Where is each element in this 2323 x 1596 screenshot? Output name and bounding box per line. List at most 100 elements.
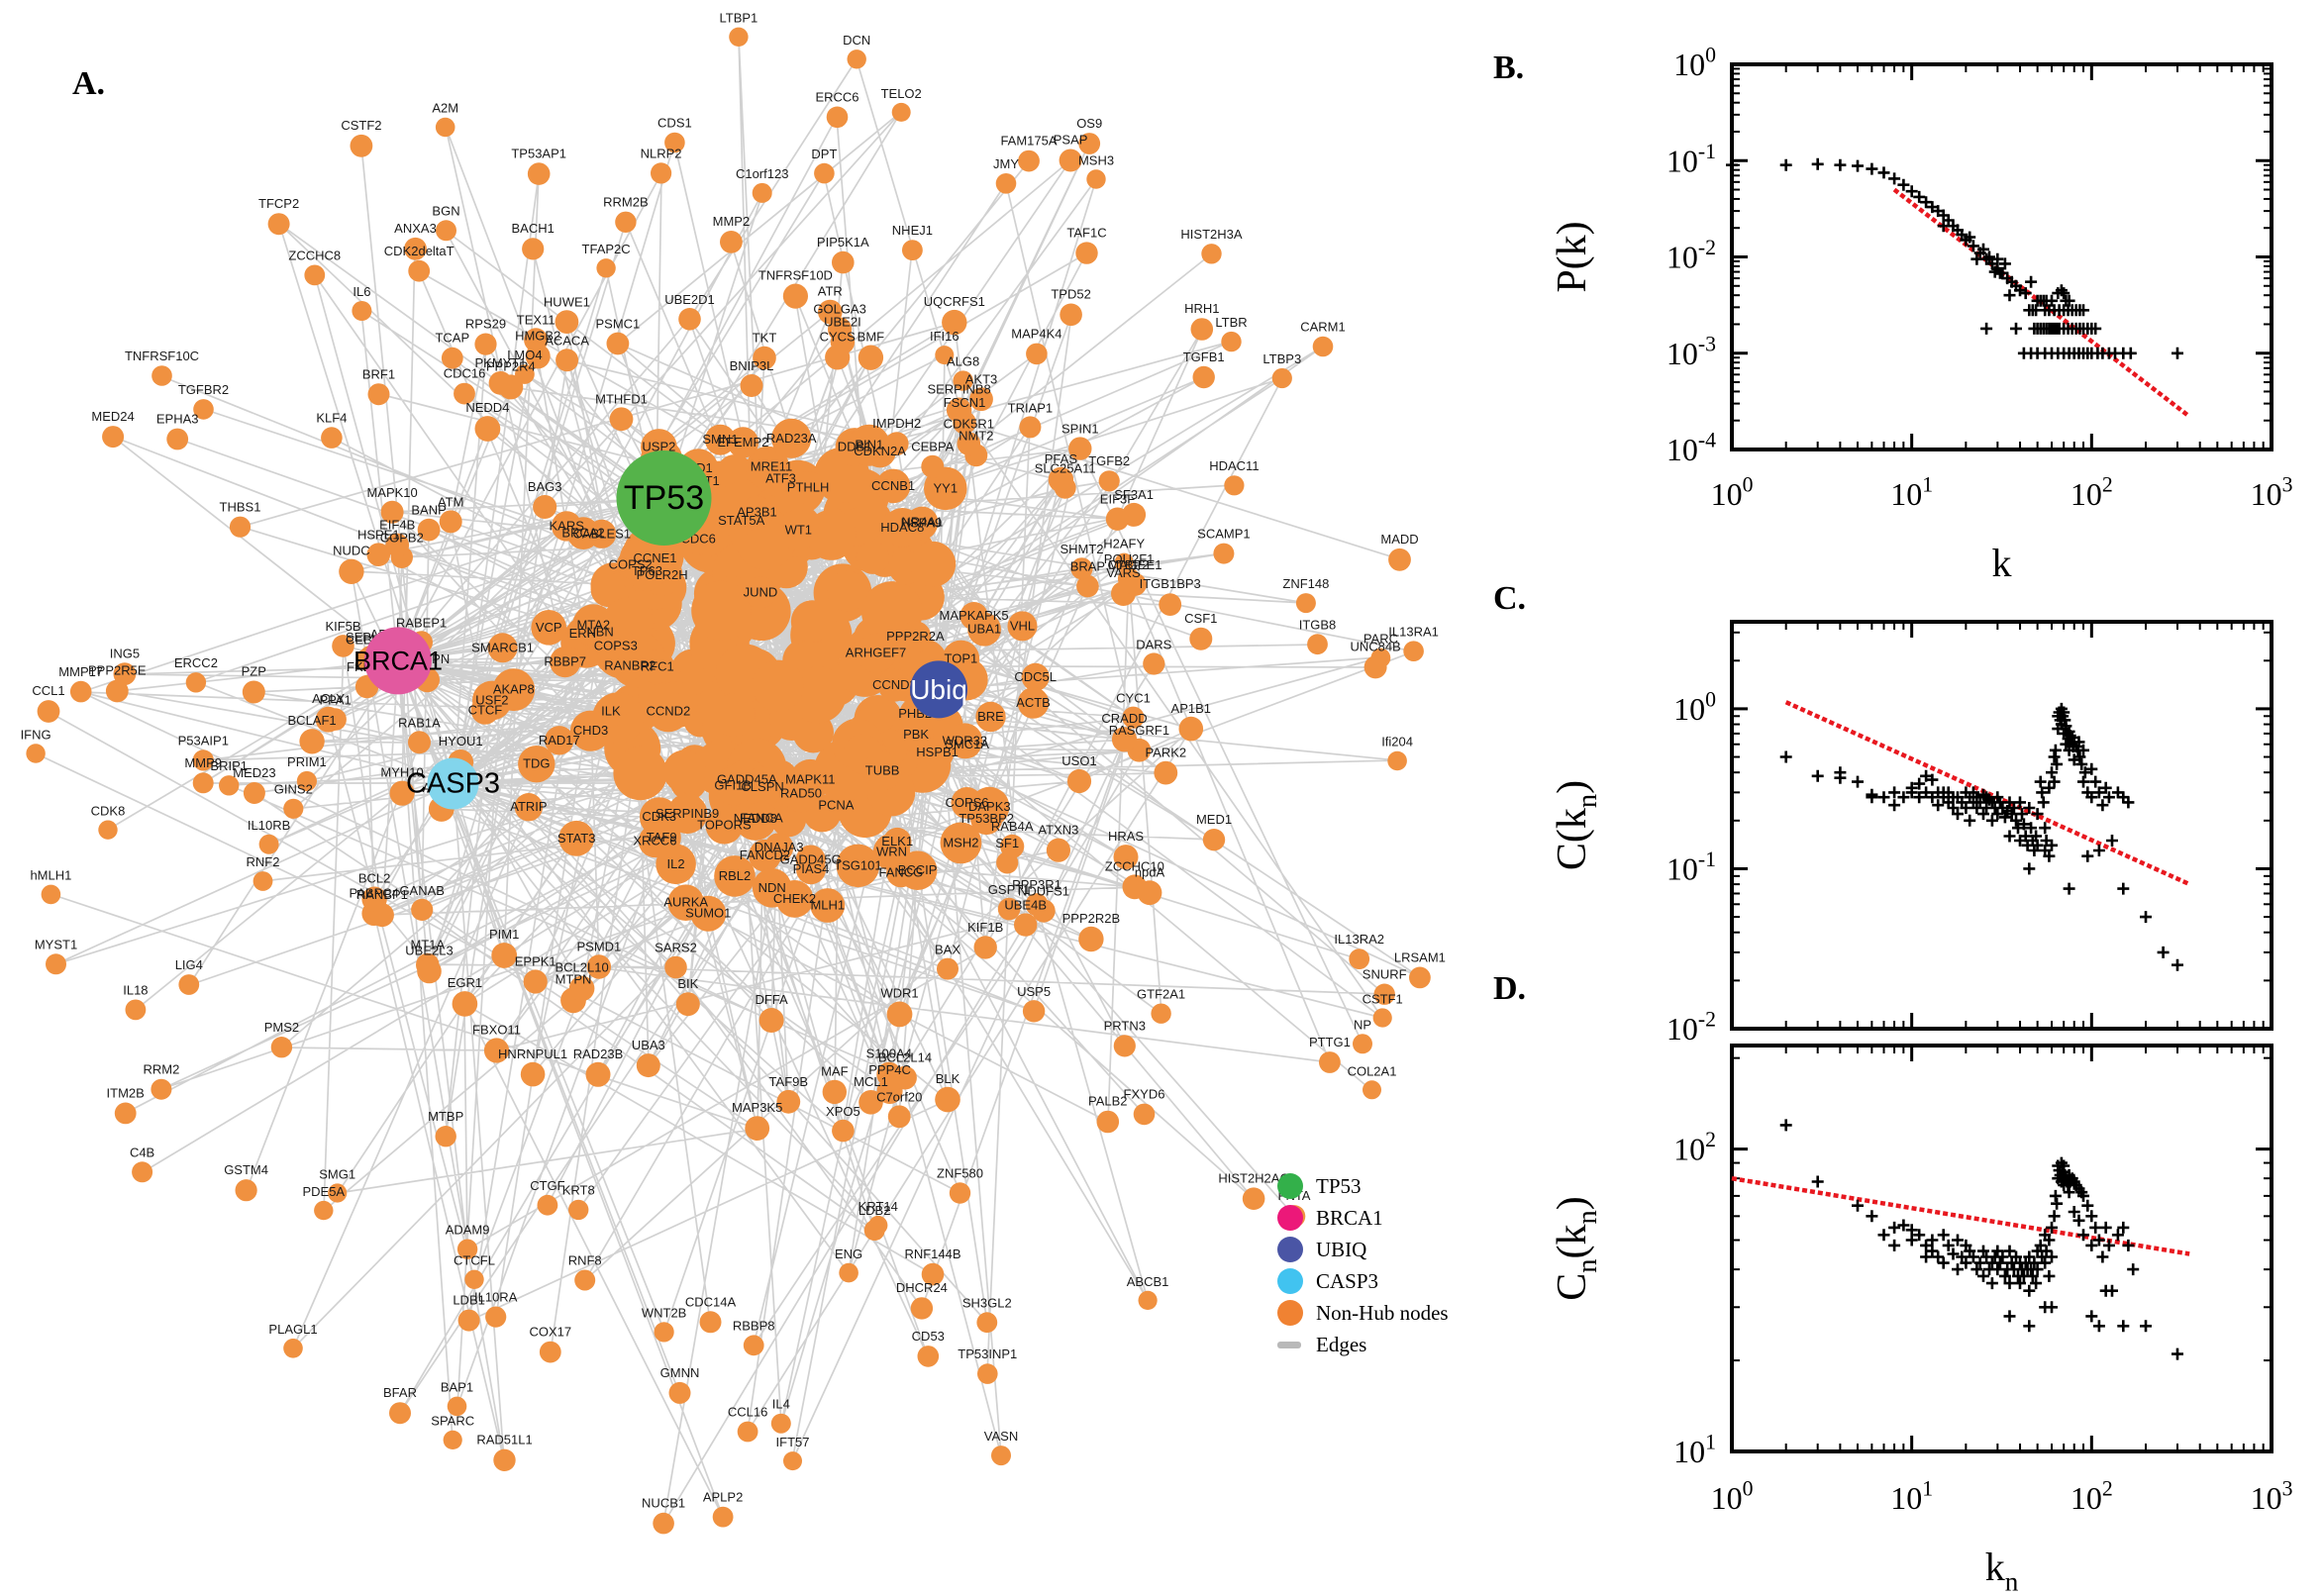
network-node: [782, 283, 809, 309]
node-label: TDG: [523, 756, 550, 771]
node-label: BGN: [432, 203, 459, 218]
node-label: IL6: [353, 284, 370, 299]
network-node: [1242, 1187, 1265, 1210]
network-node: [761, 459, 800, 498]
node-label: BAP1: [441, 1380, 473, 1395]
node-label: PBK: [903, 727, 929, 742]
network-node: [1113, 845, 1139, 870]
panel-b-label: B.: [1493, 50, 1525, 86]
node-label: NLRP2: [641, 146, 682, 160]
network-node: [977, 1363, 998, 1384]
node-label: MMP9: [184, 755, 222, 770]
node-label: SERPINB9: [656, 806, 719, 821]
node-label: PRTN3: [1104, 1018, 1146, 1033]
node-label: LDB1: [453, 1293, 485, 1308]
plot-text: 100: [1711, 1477, 1754, 1516]
network-node: [1113, 1035, 1136, 1057]
network-node: [1078, 926, 1104, 952]
network-node: [1192, 365, 1215, 389]
node-label: MAP3K5: [732, 1100, 782, 1115]
network-node: [705, 806, 744, 845]
network-node: [877, 668, 912, 702]
network-node: [609, 407, 634, 432]
hub-label-brca1: BRCA1: [354, 646, 443, 675]
plot-text: 101: [1890, 1477, 1933, 1516]
node-label: ARHGEF7: [846, 646, 906, 660]
node-label: BRIP1: [210, 758, 248, 773]
node-label: SHMT2: [1060, 542, 1103, 556]
network-node: [1295, 593, 1316, 614]
network-node: [791, 471, 825, 505]
node-label: TGFB2: [1088, 453, 1130, 468]
node-label: LTBR: [1215, 315, 1247, 330]
network-node: [776, 1089, 801, 1114]
node-label: GOLGA3: [813, 302, 865, 317]
node-label: NUCB1: [642, 1496, 685, 1511]
scatter-points: [1779, 702, 2183, 971]
network-node: [1143, 652, 1165, 675]
node-label: CCL16: [728, 1405, 767, 1420]
node-label: EGR1: [448, 975, 482, 990]
node-label: AP3B1: [737, 505, 776, 520]
node-label: THBS1: [220, 500, 261, 515]
node-label: NMT2: [959, 428, 993, 443]
node-label: ITM2B: [107, 1086, 145, 1101]
node-label: PIP5K1A: [817, 235, 869, 249]
node-label: SPIN1: [1061, 421, 1099, 436]
legend-item-non-hub-nodes: Non-Hub nodes: [1277, 1297, 1449, 1329]
network-node: [1202, 829, 1226, 851]
node-label: CYCS: [820, 329, 856, 344]
legend-label: Edges: [1316, 1332, 1367, 1356]
network-node: [995, 173, 1017, 194]
node-label: TOPORS: [697, 818, 752, 833]
node-label: TP53INP1: [958, 1347, 1017, 1361]
node-label: SH3GL2: [962, 1295, 1012, 1310]
node-label: TELO2: [881, 86, 922, 101]
network-node: [98, 820, 118, 840]
network-node: [242, 680, 265, 704]
node-label: GADD45G: [780, 852, 842, 867]
node-label: WRN: [876, 845, 907, 859]
node-label: NBN: [586, 624, 613, 639]
network-node: [558, 820, 595, 856]
network-node: [1388, 548, 1411, 571]
node-label: AKAP8: [493, 682, 535, 697]
node-label: SF3A1: [1114, 487, 1154, 502]
node-label: RNF144B: [904, 1247, 960, 1261]
node-label: WT1: [785, 522, 812, 537]
network-node: [1007, 611, 1038, 642]
node-label: MYH10: [380, 765, 423, 780]
network-node-labels: BCCIPWDR33POLR2HMNAT1TAF9WRNRBL2CABLES1E…: [21, 11, 1446, 1511]
network-node: [1319, 1051, 1341, 1073]
node-label: PARC: [1364, 632, 1398, 647]
node-label: XRCC6: [633, 834, 676, 848]
node-label: PPP4C: [868, 1062, 911, 1077]
node-label: ENG: [835, 1247, 862, 1261]
node-label: LTBP1: [720, 11, 758, 26]
network-node: [691, 580, 752, 641]
node-label: TFAP2C: [582, 242, 631, 256]
network-node: [385, 533, 410, 557]
network-node: [627, 550, 667, 591]
network-node: [267, 213, 290, 236]
network-node: [596, 258, 616, 278]
node-label: CYC1: [1116, 691, 1151, 706]
node-label: ACACA: [545, 333, 589, 348]
legend-item-ubiq: UBIQ: [1277, 1234, 1449, 1265]
node-label: RAD17: [539, 733, 580, 748]
panel-d-label: D.: [1493, 970, 1527, 1007]
node-label: NEDD4: [465, 400, 509, 415]
network-node: [531, 610, 566, 646]
node-label: CHD3: [573, 723, 608, 738]
plot-text: 10-1: [1666, 140, 1716, 178]
node-label: C7orf20: [876, 1089, 922, 1104]
node-label: STAT5A: [718, 513, 765, 528]
node-label: MAPK10: [366, 485, 417, 500]
node-label: GADD45A: [717, 772, 777, 787]
node-label: CDKN2A: [854, 444, 906, 458]
node-label: RAB4A: [991, 819, 1034, 834]
node-label: UBE2L3: [405, 944, 453, 958]
network-node: [487, 633, 518, 663]
node-label: H2AFY: [1103, 537, 1145, 551]
node-label: BRCA2: [561, 526, 604, 541]
